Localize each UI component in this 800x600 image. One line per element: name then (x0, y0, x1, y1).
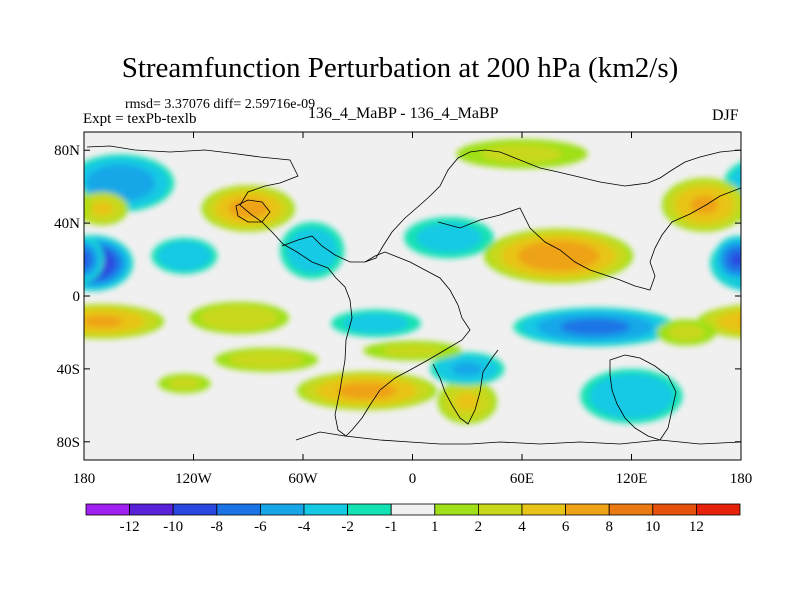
colorbar-label: 8 (605, 519, 613, 535)
colorbar-swatch (521, 503, 566, 516)
colorbar-swatch (129, 503, 174, 516)
contour-region-22 (0, 319, 59, 345)
contour-region-11 (481, 144, 563, 163)
colorbar-swatch (259, 503, 305, 516)
colorbar-swatch (347, 503, 392, 516)
contour-region-6 (199, 305, 279, 331)
contour-region-0 (743, 165, 800, 202)
experiment-label: Expt = texPb-texlb (83, 111, 197, 127)
contour-region-21 (228, 351, 305, 369)
x-tick-label: 0 (409, 471, 417, 487)
colorbar-swatch (565, 503, 610, 516)
contour-region-18 (0, 369, 26, 424)
contour-region-2 (84, 246, 95, 273)
colorbar-swatch (477, 503, 523, 516)
x-tick-label: 120W (175, 471, 213, 487)
x-tick-label: 60W (288, 471, 318, 487)
coastlines (86, 145, 741, 445)
colorbar-swatch (303, 503, 348, 516)
y-tick-label: 40N (54, 216, 80, 232)
x-tick-label: 120E (616, 471, 648, 487)
colorbar-label: 12 (689, 519, 704, 535)
contour-region-3 (228, 198, 269, 219)
colorbar-swatch (172, 503, 218, 516)
x-tick-label: 180 (730, 471, 753, 487)
contour-region-12 (84, 191, 91, 219)
colorbar-label: 10 (645, 519, 660, 535)
contour-region-5 (739, 319, 741, 324)
colorbar-swatch (434, 503, 479, 516)
contour-region-13 (560, 318, 630, 336)
contour-region-5 (84, 315, 123, 328)
colorbar-swatch (696, 503, 741, 516)
contour-region-16 (455, 392, 480, 411)
season-label: DJF (712, 107, 739, 124)
colorbar-label: -1 (385, 519, 398, 535)
contour-region-13 (0, 308, 20, 347)
y-tick-label: 80S (57, 435, 80, 451)
colorbar-swatch (216, 503, 261, 516)
contour-region-20 (382, 344, 443, 357)
x-tick-label: 180 (73, 471, 96, 487)
y-tick-label: 80N (54, 143, 80, 159)
contour-region-9 (416, 222, 482, 253)
contour-region-5 (717, 310, 741, 333)
colorbar-label: -2 (341, 519, 354, 535)
colorbar-label: -10 (163, 519, 183, 535)
contour-region-19 (168, 377, 201, 390)
colorbar: -12 -10 -8 -6 -4 -2 -1 1 2 4 6 8 10 12 (85, 503, 741, 535)
contour-region-2 (84, 254, 88, 266)
colorbar-label: 2 (475, 519, 483, 535)
contour-region-15 (337, 382, 397, 400)
contour-region-10 (517, 240, 600, 271)
contour-region-12 (34, 196, 62, 214)
contour-region-22 (11, 324, 47, 340)
x-tick-label: 60E (510, 471, 534, 487)
colorbar-label: -8 (211, 519, 224, 535)
contour-field (0, 139, 800, 424)
chart-title: Streamfunction Perturbation at 200 hPa (… (121, 52, 679, 84)
axes: 180 120W 60W 0 60E 120E 180 80N 40N 0 40S 80S (54, 132, 752, 487)
contour-region-4 (737, 200, 741, 217)
contour-region-14 (343, 313, 409, 334)
contour-region-2 (730, 252, 741, 267)
contour-region-17 (452, 362, 483, 376)
colorbar-swatch (390, 503, 436, 516)
contour-region-4 (749, 202, 770, 216)
contour-region-22 (668, 324, 705, 341)
colorbar-label: -4 (298, 519, 311, 535)
y-tick-label: 40S (57, 362, 80, 378)
contour-region-12 (84, 197, 87, 213)
contour-region-18 (0, 374, 17, 419)
contour-region-7 (157, 240, 212, 271)
y-tick-label: 0 (73, 289, 81, 305)
colorbar-swatch (652, 503, 697, 516)
colorbar-label: 4 (518, 519, 526, 535)
contour-region-4 (91, 201, 113, 216)
case-label: 136_4_MaBP - 136_4_MaBP (308, 105, 499, 122)
contour-region-18 (589, 373, 674, 419)
stats-text: rmsd= 3.37076 diff= 2.59716e-09 (125, 97, 316, 112)
colorbar-label: -6 (254, 519, 267, 535)
contour-region-13 (0, 309, 13, 345)
colorbar-label: -12 (120, 519, 140, 535)
colorbar-label: 1 (431, 519, 439, 535)
colorbar-swatch (608, 503, 654, 516)
colorbar-label: 6 (562, 519, 570, 535)
colorbar-swatch (85, 503, 130, 516)
